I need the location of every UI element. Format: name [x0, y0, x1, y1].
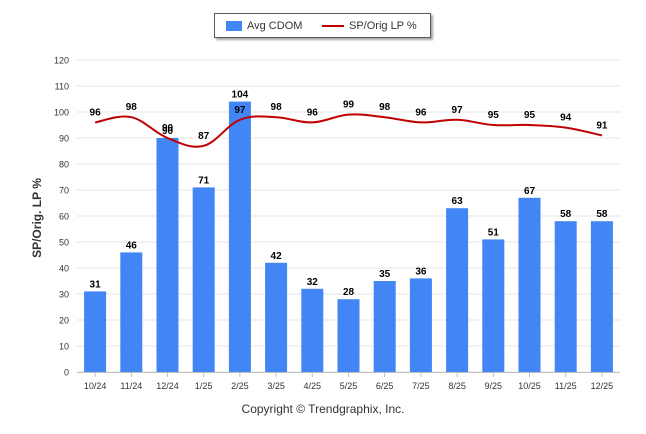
line-data-label: 97	[452, 105, 464, 116]
legend-item-avg-cdom[interactable]: Avg CDOM	[226, 14, 302, 37]
y-tick-label: 30	[59, 290, 69, 300]
bar	[590, 221, 613, 372]
y-tick-label: 70	[59, 186, 69, 196]
y-tick-label: 50	[59, 238, 69, 248]
bar-data-label: 35	[379, 269, 391, 280]
x-tick-label: 10/25	[518, 381, 541, 391]
bar-data-label: 67	[524, 186, 536, 197]
bar	[409, 278, 432, 372]
line-data-label: 96	[90, 107, 102, 118]
line-data-label: 99	[343, 100, 355, 111]
bar-data-label: 28	[343, 287, 355, 298]
x-tick-label: 7/25	[412, 381, 430, 391]
x-tick-label: 1/25	[195, 381, 213, 391]
line-data-label: 94	[560, 113, 572, 124]
line-data-label: 95	[488, 110, 500, 121]
line-data-label: 95	[524, 110, 536, 121]
y-axis-title: SP/Orig. LP %	[30, 178, 44, 258]
line-data-label: 97	[234, 105, 246, 116]
x-tick-label: 2/25	[231, 381, 249, 391]
bar-data-label: 90	[162, 126, 174, 137]
x-tick-label: 10/24	[84, 381, 107, 391]
y-tick-label: 110	[55, 82, 69, 92]
legend: Avg CDOM SP/Orig LP %	[214, 13, 431, 38]
bar	[482, 239, 505, 372]
bar-data-label: 58	[560, 209, 572, 220]
bar	[301, 288, 324, 372]
bar-data-label: 32	[307, 277, 319, 288]
bar	[373, 281, 396, 372]
legend-item-sp-orig-lp[interactable]: SP/Orig LP %	[322, 14, 417, 37]
legend-bar-swatch	[226, 20, 242, 31]
line-data-label: 96	[307, 107, 319, 118]
legend-line-swatch	[322, 24, 344, 27]
line-series-sp-orig-lp	[94, 113, 603, 148]
bar-data-label: 42	[271, 251, 283, 262]
x-tick-label: 5/25	[340, 381, 358, 391]
y-tick-label: 20	[59, 316, 69, 326]
bar	[446, 208, 469, 372]
bar	[518, 197, 541, 372]
x-tick-label: 6/25	[376, 381, 394, 391]
bar	[265, 262, 288, 372]
line-data-label: 98	[126, 102, 138, 113]
bar-data-label: 51	[488, 227, 500, 238]
line-data-label: 96	[415, 107, 427, 118]
y-tick-label: 10	[59, 342, 69, 352]
x-tick-label: 12/25	[591, 381, 614, 391]
y-tick-label: 90	[59, 134, 69, 144]
x-tick-label: 8/25	[448, 381, 466, 391]
line-data-label: 90	[162, 123, 174, 134]
line-data-label: 87	[198, 131, 210, 142]
bar	[192, 187, 215, 372]
copyright-text: Copyright © Trendgraphix, Inc.	[241, 402, 405, 416]
y-tick-label: 100	[54, 108, 69, 118]
x-tick-label: 4/25	[304, 381, 322, 391]
bar-data-label: 58	[596, 209, 608, 220]
bar-data-label: 71	[198, 175, 210, 186]
bar-data-label: 104	[232, 90, 249, 101]
line-data-label: 91	[596, 120, 608, 131]
bar-data-label: 46	[126, 240, 138, 251]
bar	[337, 299, 360, 372]
bar	[120, 252, 143, 372]
bar-data-label: 31	[90, 279, 102, 290]
bar	[228, 101, 251, 372]
y-tick-label: 40	[59, 264, 69, 274]
x-tick-label: 12/24	[156, 381, 179, 391]
bar-data-label: 36	[415, 266, 427, 277]
bar	[554, 221, 577, 372]
legend-label-avg-cdom: Avg CDOM	[247, 19, 303, 32]
bar-data-label: 63	[452, 196, 464, 207]
line-data-label: 98	[379, 102, 391, 113]
y-tick-label: 0	[64, 368, 69, 378]
x-tick-label: 11/25	[555, 381, 577, 391]
x-tick-label: 9/25	[485, 381, 503, 391]
y-tick-label: 60	[59, 212, 69, 222]
bar	[156, 138, 179, 372]
bar	[84, 291, 107, 372]
legend-label-sp-orig-lp: SP/Orig LP %	[349, 19, 417, 32]
x-tick-label: 3/25	[267, 381, 285, 391]
line-data-label: 98	[271, 102, 283, 113]
x-tick-label: 11/24	[120, 381, 142, 391]
y-tick-label: 80	[59, 160, 69, 170]
y-tick-label: 120	[54, 56, 69, 66]
